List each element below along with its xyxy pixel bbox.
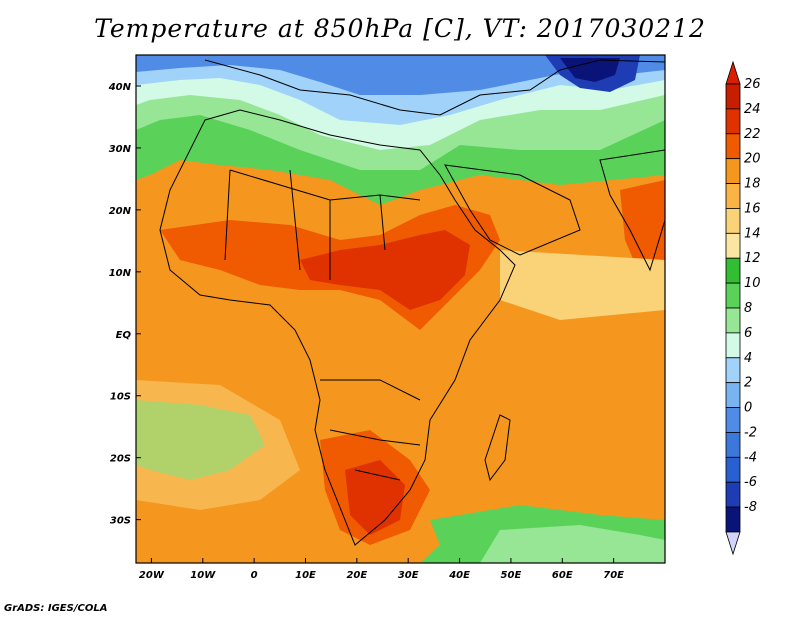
colorbar-top-arrow — [725, 60, 741, 85]
lat-tick-label: 30S — [110, 516, 131, 527]
credit-text: GrADS: IGES/COLA — [4, 603, 108, 614]
field-south-lightgreen — [480, 525, 665, 563]
lat-tick-label: 10S — [110, 392, 131, 403]
colorbar-label: 6 — [744, 326, 752, 341]
lon-tick-label: 30E — [398, 570, 419, 581]
field-india-hot — [620, 180, 665, 275]
colorbar-label: 4 — [744, 351, 752, 366]
colorbar-segment — [725, 456, 741, 483]
colorbar-label: -6 — [744, 475, 757, 490]
colorbar-segment — [725, 208, 741, 234]
map-frame — [135, 54, 666, 564]
africa-coastline — [159, 109, 516, 546]
lon-tick-label: 40E — [448, 570, 470, 581]
country-borders-sahara — [224, 169, 421, 280]
colorbar-segment — [725, 158, 741, 184]
colorbar-segment — [725, 506, 741, 533]
colorbar-label: 16 — [744, 201, 761, 216]
field-north-deepblue — [136, 55, 665, 95]
lon-tick-label: 0 — [251, 570, 258, 581]
colorbar-segment — [725, 357, 741, 384]
map-title: Temperature at 850hPa [C], VT: 201703021… — [94, 14, 706, 43]
field-cold-core-inner — [560, 58, 620, 82]
colorbar-segment — [725, 108, 741, 135]
colorbar-label: -4 — [744, 450, 757, 465]
lon-tick-label: 70E — [603, 570, 624, 581]
colorbar-segment — [725, 481, 741, 508]
colorbar-bottom-arrow — [725, 531, 741, 556]
colorbar-label: 14 — [744, 226, 761, 241]
colorbar-segment — [725, 282, 741, 309]
colorbar-label: 22 — [744, 127, 761, 142]
colorbar-label: 2 — [744, 376, 752, 391]
colorbar-segment — [725, 133, 741, 160]
colorbar-label: 18 — [744, 177, 761, 192]
colorbar-label: 0 — [744, 401, 752, 416]
country-borders-south — [320, 379, 421, 481]
field-south-hot-core — [345, 460, 405, 535]
lat-tick-label: 30N — [109, 144, 132, 155]
lat-tick-label: 20S — [110, 454, 131, 465]
lon-tick-label: 20E — [346, 570, 367, 581]
colorbar-segment — [725, 432, 741, 458]
india — [599, 149, 665, 272]
coastlines — [159, 59, 665, 546]
latitude-axis: 40N 30N 20N 10N EQ 10S 20S 30S — [108, 82, 141, 527]
europe — [204, 59, 665, 116]
colorbar-label: 24 — [744, 102, 761, 117]
colorbar-label: 12 — [744, 251, 761, 266]
field-atlantic-pale — [136, 380, 300, 510]
lat-tick-label: 20N — [109, 206, 132, 217]
colorbar-segment — [725, 307, 741, 334]
colorbar-segment — [725, 232, 741, 259]
field-indian-yellow — [500, 250, 665, 320]
lat-tick-label: EQ — [116, 330, 132, 341]
lon-tick-label: 10W — [190, 570, 216, 581]
lon-tick-label: 10E — [295, 570, 316, 581]
colorbar-segment — [725, 183, 741, 209]
colorbar-label: 10 — [744, 276, 761, 291]
madagascar — [484, 414, 511, 482]
colorbar-label: -2 — [744, 425, 757, 440]
arabia — [444, 164, 581, 256]
map-panel — [136, 55, 665, 563]
lat-tick-label: 10N — [109, 268, 132, 279]
colorbar-label: 26 — [744, 77, 761, 92]
lat-tick-label: 40N — [108, 82, 132, 93]
longitude-axis: 20W 10W 0 10E 20E 30E 40E 50E 60E 70E — [139, 558, 624, 581]
colorbar-label: -8 — [744, 500, 757, 515]
colorbar-segment — [725, 332, 741, 359]
colorbar-segment — [725, 407, 741, 433]
lon-tick-label: 60E — [552, 570, 573, 581]
colorbar-segment — [725, 382, 741, 408]
lon-tick-label: 50E — [501, 570, 522, 581]
lon-tick-label: 20W — [139, 570, 165, 581]
colorbar-label: 8 — [744, 301, 752, 316]
field-hot-core — [300, 230, 470, 310]
colorbar-segment — [725, 257, 741, 284]
colorbar-label: 20 — [744, 152, 761, 167]
colorbar-segment — [725, 83, 741, 110]
